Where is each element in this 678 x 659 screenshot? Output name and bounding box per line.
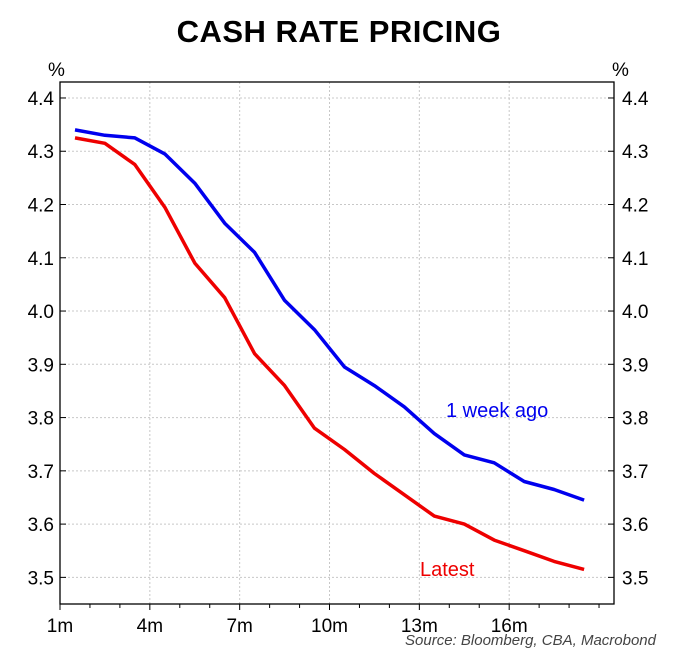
y-tick-label-right: 4.4 [622, 89, 649, 110]
x-tick-label: 4m [137, 616, 163, 637]
y-tick-label-left: 3.9 [28, 355, 54, 376]
y-tick-label-right: 3.8 [622, 409, 648, 430]
series-label-latest: Latest [420, 559, 475, 581]
x-tick-label: 13m [401, 616, 438, 637]
x-tick-label: 16m [491, 616, 528, 637]
y-tick-label-right: 3.6 [622, 515, 648, 536]
y-tick-label-left: 3.8 [28, 409, 54, 430]
x-tick-label: 10m [311, 616, 348, 637]
source-note: Source: Bloomberg, CBA, Macrobond [405, 632, 657, 649]
y-tick-label-left: 4.0 [28, 302, 54, 323]
gridlines [60, 82, 614, 604]
y-tick-label-left: 4.4 [28, 89, 55, 110]
y-tick-label-right: 3.7 [622, 462, 648, 483]
y-tick-label-right: 4.3 [622, 142, 648, 163]
series-line-latest [74, 136, 585, 572]
x-tick-label: 7m [226, 616, 252, 637]
y-tick-label-left: 3.6 [28, 515, 54, 536]
x-tick-label: 1m [47, 616, 73, 637]
series-lines [74, 128, 585, 572]
y-tick-label-right: 3.5 [622, 568, 648, 589]
right-unit-label: % [612, 60, 629, 81]
y-tick-label-left: 4.3 [28, 142, 54, 163]
y-tick-label-right: 4.0 [622, 302, 648, 323]
y-tick-label-right: 4.2 [622, 196, 648, 217]
series-line-1-week-ago [74, 128, 585, 502]
axis-ticks: 3.5 3.5 3.6 3.6 3.7 3.7 3.8 3.8 3.9 3.9 4.0 4.0 4.1 4… [28, 89, 649, 637]
plot-frame [59, 81, 615, 605]
y-tick-label-left: 3.7 [28, 462, 54, 483]
series-label-1-week-ago: 1 week ago [446, 400, 548, 422]
y-tick-label-left: 3.5 [28, 568, 54, 589]
y-tick-label-right: 3.9 [622, 355, 648, 376]
y-tick-label-left: 4.1 [28, 249, 54, 270]
left-unit-label: % [48, 60, 65, 81]
chart-title: CASH RATE PRICING [176, 14, 502, 49]
y-tick-label-right: 4.1 [622, 249, 648, 270]
y-tick-label-left: 4.2 [28, 196, 54, 217]
